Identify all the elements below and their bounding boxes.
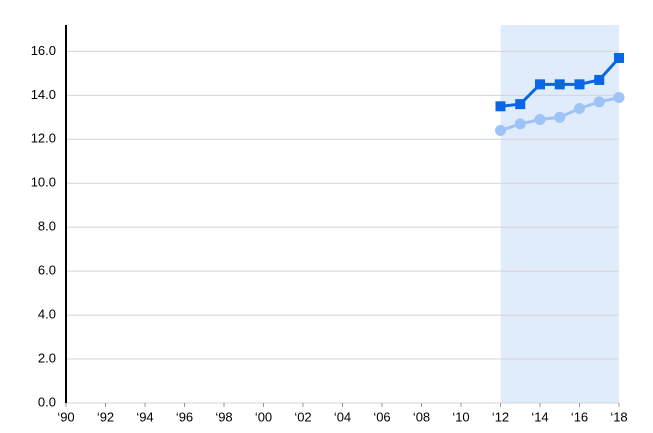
x-tick-label: ‘12 [492, 409, 509, 424]
y-tick-label: 16.0 [31, 43, 56, 58]
marker [594, 74, 605, 85]
marker [554, 79, 565, 90]
y-tick-label: 8.0 [38, 219, 56, 234]
marker [613, 92, 625, 104]
y-tick-label: 12.0 [31, 131, 56, 146]
y-tick-label: 0.0 [38, 394, 56, 409]
marker [495, 124, 506, 136]
marker [554, 111, 566, 123]
y-tick-label: 10.0 [31, 175, 56, 190]
y-tick-label: 2.0 [38, 350, 56, 365]
marker [514, 118, 526, 130]
x-tick-label: ‘10 [452, 409, 469, 424]
x-tick-label: ‘08 [413, 409, 430, 424]
marker [535, 79, 545, 90]
x-tick-label: ‘90 [57, 409, 74, 424]
x-tick-label: ‘98 [215, 409, 232, 424]
y-tick-label: 6.0 [38, 263, 56, 278]
x-tick-label: ‘02 [294, 409, 311, 424]
x-tick-label: ‘16 [571, 409, 588, 424]
marker [534, 114, 546, 125]
marker [574, 79, 585, 90]
x-tick-label: ‘96 [176, 409, 193, 424]
marker [593, 96, 605, 108]
marker [515, 99, 526, 110]
y-tick-label: 14.0 [31, 87, 56, 102]
x-tick-label: ‘94 [136, 409, 153, 424]
x-tick-label: ‘14 [531, 409, 548, 424]
x-tick-label: ‘04 [334, 409, 351, 424]
x-tick-label: ‘18 [610, 409, 627, 424]
marker [495, 101, 506, 112]
y-tick-label: 4.0 [38, 307, 56, 322]
x-tick-label: ‘00 [255, 409, 272, 424]
marker [574, 103, 585, 115]
x-tick-label: ‘92 [97, 409, 114, 424]
marker [614, 52, 624, 63]
x-tick-label: ‘06 [373, 409, 390, 424]
